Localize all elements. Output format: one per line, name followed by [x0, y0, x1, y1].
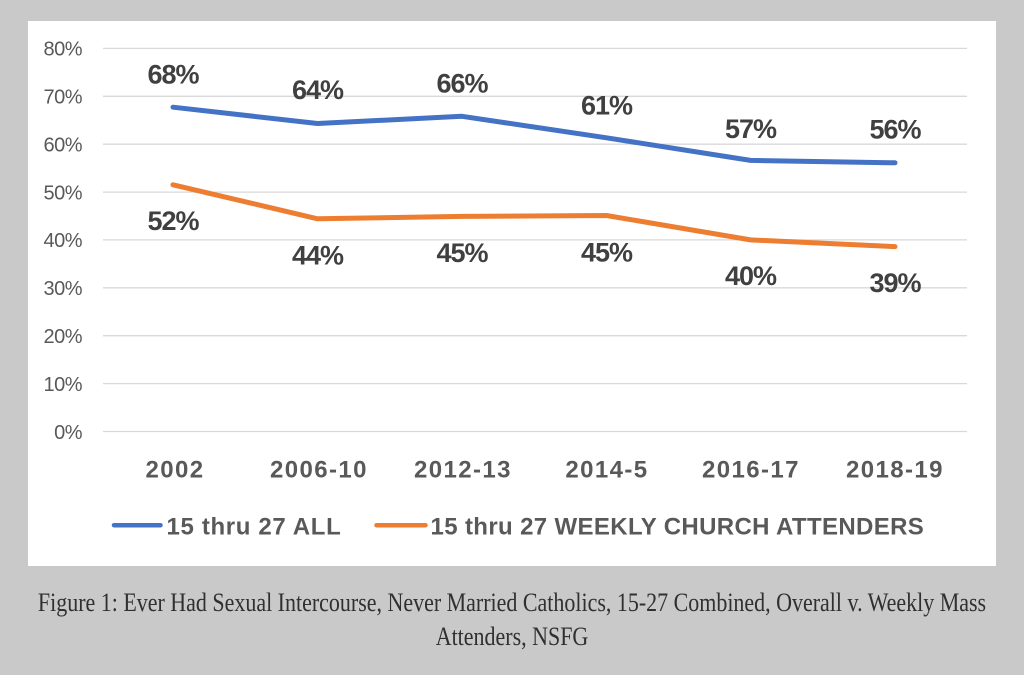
svg-text:45%: 45%	[581, 237, 633, 267]
svg-text:2012-13: 2012-13	[414, 456, 512, 483]
svg-text:52%: 52%	[147, 206, 199, 236]
svg-text:44%: 44%	[292, 240, 344, 270]
svg-text:70%: 70%	[43, 87, 82, 109]
svg-text:0%: 0%	[54, 422, 83, 444]
svg-text:2006-10: 2006-10	[270, 456, 368, 483]
svg-text:15 thru 27 WEEKLY CHURCH ATTEN: 15 thru 27 WEEKLY CHURCH ATTENDERS	[431, 513, 925, 540]
svg-text:60%: 60%	[43, 135, 82, 157]
svg-text:20%: 20%	[43, 326, 82, 348]
svg-text:39%: 39%	[869, 268, 921, 298]
svg-text:2016-17: 2016-17	[702, 456, 800, 483]
svg-text:2014-5: 2014-5	[565, 456, 648, 483]
svg-text:66%: 66%	[436, 68, 488, 98]
svg-text:10%: 10%	[43, 374, 82, 396]
svg-text:61%: 61%	[581, 91, 633, 121]
svg-text:50%: 50%	[43, 182, 82, 204]
svg-text:56%: 56%	[869, 114, 921, 144]
svg-text:2018-19: 2018-19	[846, 456, 944, 483]
svg-text:45%: 45%	[436, 238, 488, 268]
svg-text:30%: 30%	[43, 278, 82, 300]
svg-text:2002: 2002	[146, 456, 205, 483]
svg-text:68%: 68%	[147, 60, 199, 90]
svg-text:15 thru 27 ALL: 15 thru 27 ALL	[167, 513, 342, 540]
svg-text:40%: 40%	[725, 261, 777, 291]
svg-text:57%: 57%	[725, 114, 777, 144]
svg-text:40%: 40%	[43, 230, 82, 252]
svg-text:64%: 64%	[292, 75, 344, 105]
svg-text:80%: 80%	[43, 39, 82, 61]
